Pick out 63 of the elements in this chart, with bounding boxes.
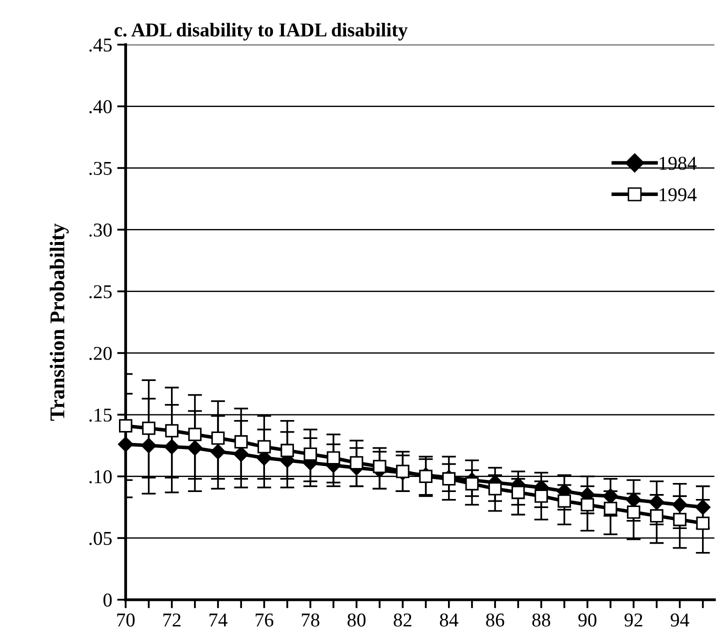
- point: [304, 448, 318, 461]
- y-tick-label: .40: [89, 100, 112, 114]
- point: [626, 492, 642, 508]
- point: [511, 486, 525, 500]
- y-tick-label: 0: [103, 594, 112, 607]
- point: [210, 444, 226, 460]
- point: [187, 440, 203, 456]
- point: [118, 419, 132, 432]
- point: [164, 439, 180, 454]
- x-tick-label: 72: [163, 614, 180, 626]
- point: [326, 451, 340, 465]
- point: [673, 512, 686, 526]
- point: [602, 488, 618, 504]
- x-tick-label: 82: [394, 613, 412, 627]
- y-tick-label: .05: [89, 532, 112, 546]
- point: [372, 460, 386, 474]
- point: [604, 502, 618, 516]
- x-tick-label: 88: [532, 613, 550, 627]
- point: [211, 431, 225, 445]
- point: [580, 498, 594, 512]
- x-tick-label: 94: [670, 614, 690, 627]
- point: [165, 424, 178, 438]
- point: [396, 464, 410, 478]
- y-tick-label: .15: [89, 408, 112, 422]
- y-tick-label: .20: [89, 346, 112, 360]
- point: [234, 435, 248, 449]
- point: [350, 456, 364, 470]
- point: [672, 497, 688, 512]
- x-tick-label: 86: [486, 613, 504, 627]
- chart-title: c. ADL disability to IADL disability: [114, 22, 408, 41]
- x-tick-label: 74: [210, 614, 228, 626]
- point: [558, 494, 571, 508]
- point: [442, 472, 456, 486]
- y-tick-label: .25: [89, 285, 112, 298]
- x-tick-label: 76: [256, 614, 274, 627]
- x-tick-label: 92: [624, 614, 642, 627]
- y-tick-label: .45: [89, 38, 112, 52]
- y-tick-label: .10: [89, 470, 112, 484]
- point: [233, 446, 249, 462]
- point: [626, 505, 640, 519]
- legend-label: 1994: [660, 188, 697, 202]
- point: [118, 436, 134, 452]
- point: [188, 428, 202, 442]
- y-tick-label: .30: [89, 223, 112, 237]
- point: [650, 509, 664, 523]
- point: [258, 440, 271, 454]
- point: [465, 477, 479, 490]
- y-tick-label: .35: [89, 162, 112, 176]
- x-tick-label: 90: [578, 613, 596, 627]
- point: [649, 494, 664, 510]
- point: [280, 444, 294, 458]
- x-tick-label: 80: [348, 613, 366, 627]
- y-axis-title: Transition Probability: [50, 224, 69, 421]
- point: [696, 516, 710, 530]
- x-tick-label: 70: [117, 613, 135, 627]
- x-tick-label: 78: [302, 613, 320, 627]
- x-tick-label: 84: [440, 613, 458, 627]
- point: [488, 482, 502, 496]
- point: [142, 422, 156, 435]
- point: [695, 500, 711, 515]
- point: [141, 438, 156, 454]
- point: [534, 489, 548, 503]
- point: [419, 470, 432, 484]
